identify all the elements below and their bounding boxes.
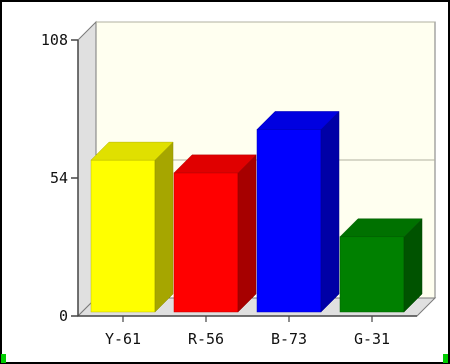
bar	[339, 236, 405, 313]
bar-top	[339, 218, 423, 238]
bar	[90, 159, 156, 313]
corner-mark	[1, 354, 6, 363]
y-tick-label: 54	[50, 169, 68, 187]
bar-top	[90, 141, 174, 161]
y-tick-label: 0	[59, 307, 68, 325]
corner-mark	[443, 354, 448, 363]
bar-top	[173, 154, 257, 174]
x-tick-label: Y-61	[105, 330, 141, 348]
x-tick-label: R-56	[188, 330, 224, 348]
bar-side	[237, 154, 257, 313]
bar-side	[154, 141, 174, 313]
x-tick-label: G-31	[354, 330, 390, 348]
y-tick-label: 108	[41, 31, 68, 49]
bar	[256, 129, 322, 313]
x-tick-label: B-73	[271, 330, 307, 348]
bar-side	[320, 110, 340, 313]
bar-top	[256, 111, 340, 130]
bar	[173, 172, 239, 313]
